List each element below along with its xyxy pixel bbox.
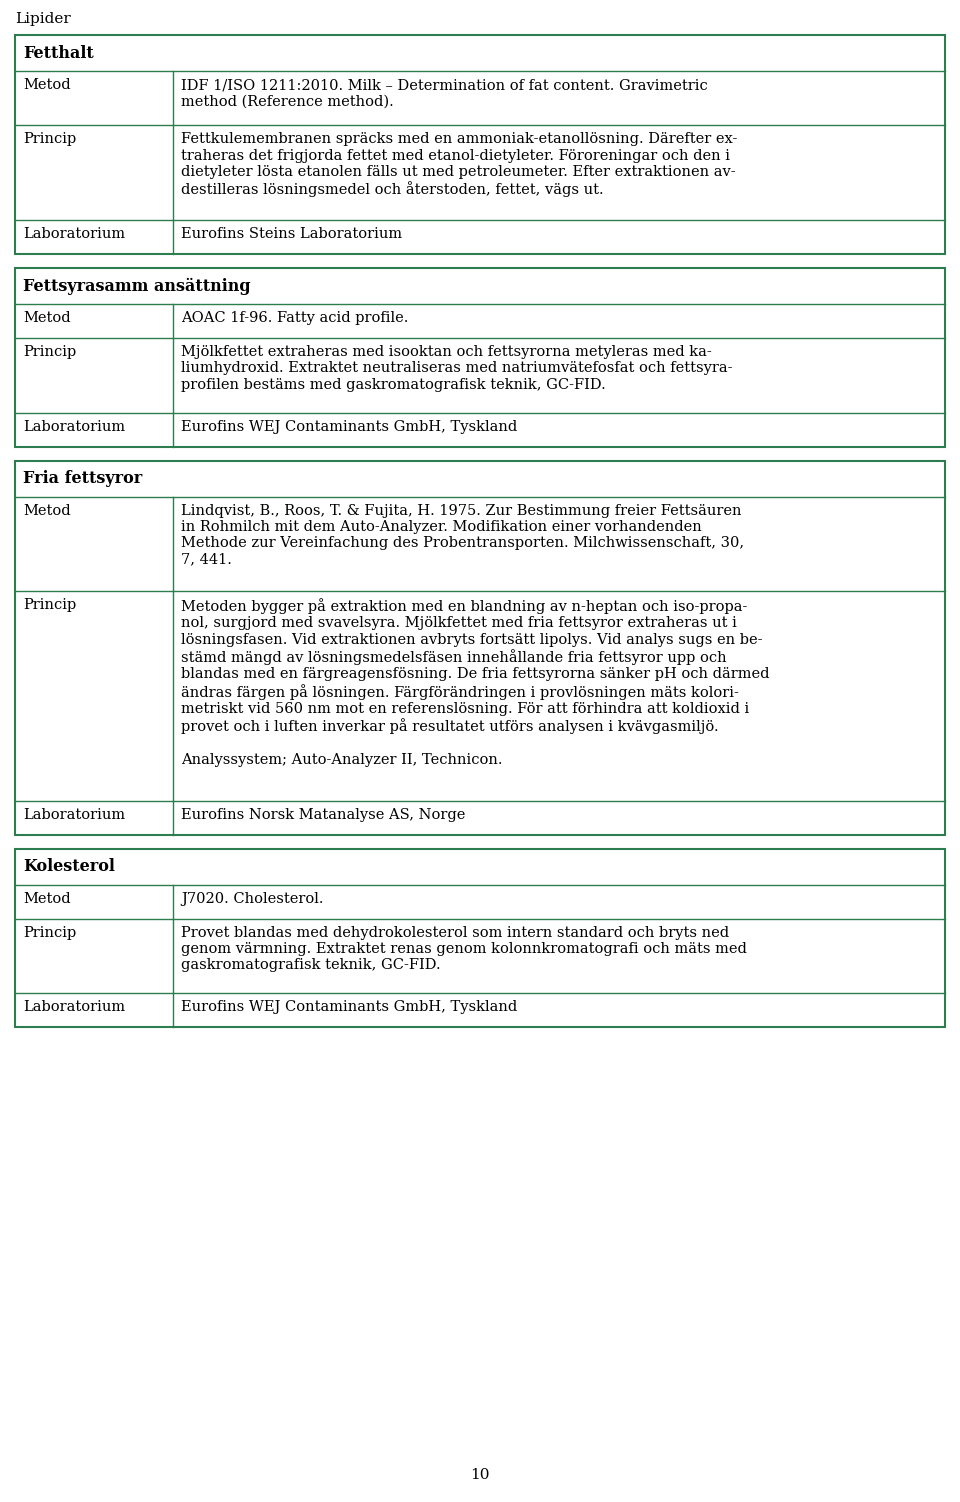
Text: Eurofins Steins Laboratorium: Eurofins Steins Laboratorium bbox=[181, 227, 402, 240]
Text: 10: 10 bbox=[470, 1467, 490, 1482]
Text: Laboratorium: Laboratorium bbox=[23, 419, 125, 434]
Text: Mjölkfettet extraheras med isooktan och fettsyrorna metyleras med ka-
liumhydrox: Mjölkfettet extraheras med isooktan och … bbox=[181, 345, 732, 392]
Text: Eurofins WEJ Contaminants GmbH, Tyskland: Eurofins WEJ Contaminants GmbH, Tyskland bbox=[181, 419, 517, 434]
Text: Kolesterol: Kolesterol bbox=[23, 858, 115, 876]
Text: Fetthalt: Fetthalt bbox=[23, 45, 94, 62]
Text: Princip: Princip bbox=[23, 598, 76, 613]
Text: Eurofins Norsk Matanalyse AS, Norge: Eurofins Norsk Matanalyse AS, Norge bbox=[181, 808, 466, 822]
Text: Laboratorium: Laboratorium bbox=[23, 808, 125, 822]
Text: Laboratorium: Laboratorium bbox=[23, 227, 125, 240]
Text: Princip: Princip bbox=[23, 345, 76, 359]
Bar bbox=[15, 269, 945, 446]
Text: Fria fettsyror: Fria fettsyror bbox=[23, 470, 142, 487]
Text: Metod: Metod bbox=[23, 892, 71, 906]
Text: Metoden bygger på extraktion med en blandning av n-heptan och iso-propa-
nol, su: Metoden bygger på extraktion med en blan… bbox=[181, 598, 770, 766]
Text: Provet blandas med dehydrokolesterol som intern standard och bryts ned
genom vär: Provet blandas med dehydrokolesterol som… bbox=[181, 925, 747, 972]
Text: Lipider: Lipider bbox=[15, 12, 71, 26]
Text: Laboratorium: Laboratorium bbox=[23, 1000, 125, 1014]
Text: Metod: Metod bbox=[23, 78, 71, 92]
Bar bbox=[15, 849, 945, 1027]
Bar bbox=[15, 461, 945, 835]
Text: Princip: Princip bbox=[23, 925, 76, 940]
Text: Lindqvist, B., Roos, T. & Fujita, H. 1975. Zur Bestimmung freier Fettsäuren
in R: Lindqvist, B., Roos, T. & Fujita, H. 197… bbox=[181, 503, 744, 566]
Text: J7020. Cholesterol.: J7020. Cholesterol. bbox=[181, 892, 324, 906]
Text: IDF 1/ISO 1211:2010. Milk – Determination of fat content. Gravimetric
method (Re: IDF 1/ISO 1211:2010. Milk – Determinatio… bbox=[181, 78, 708, 108]
Text: Fettkulemembranen spräcks med en ammoniak-etanollösning. Därefter ex-
traheras d: Fettkulemembranen spräcks med en ammonia… bbox=[181, 132, 737, 197]
Text: Fettsyrasamm ansättning: Fettsyrasamm ansättning bbox=[23, 278, 251, 294]
Text: Princip: Princip bbox=[23, 132, 76, 147]
Text: Metod: Metod bbox=[23, 503, 71, 518]
Bar bbox=[15, 35, 945, 254]
Text: AOAC 1f-96. Fatty acid profile.: AOAC 1f-96. Fatty acid profile. bbox=[181, 311, 408, 324]
Text: Eurofins WEJ Contaminants GmbH, Tyskland: Eurofins WEJ Contaminants GmbH, Tyskland bbox=[181, 1000, 517, 1014]
Text: Metod: Metod bbox=[23, 311, 71, 324]
